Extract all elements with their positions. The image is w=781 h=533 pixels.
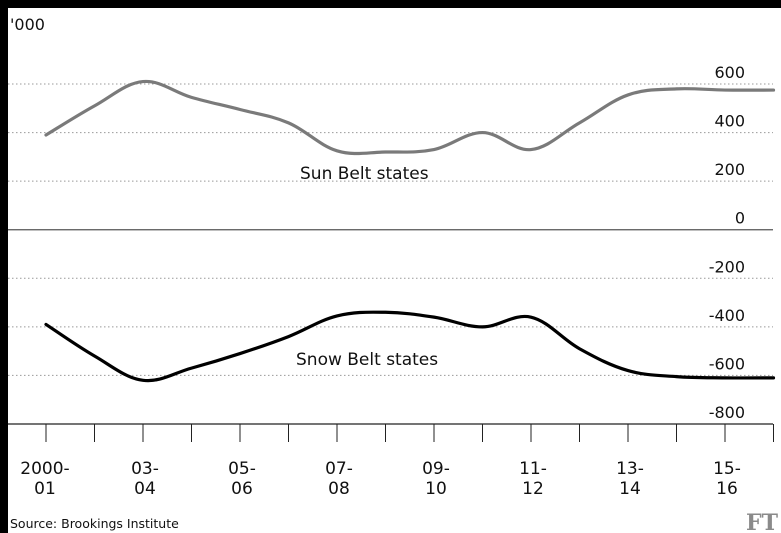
x-tick-label-top: 11- — [519, 459, 547, 479]
source-note: Source: Brookings Institute — [10, 516, 179, 531]
y-tick-label: -600 — [709, 354, 745, 373]
x-tick-label-bottom: 10 — [425, 479, 447, 499]
y-tick-label: 200 — [714, 160, 745, 179]
unit-label: '000 — [10, 15, 45, 34]
x-tick-label-top: 07- — [325, 459, 353, 479]
x-tick-label-bottom: 06 — [231, 479, 253, 499]
x-tick-label-bottom: 16 — [716, 479, 738, 499]
series-label-sun-belt: Sun Belt states — [300, 164, 429, 184]
x-tick-label-top: 13- — [616, 459, 644, 479]
x-tick-label-top: 09- — [422, 459, 450, 479]
x-tick-label-top: 2000- — [20, 459, 69, 479]
x-tick-label-bottom: 04 — [134, 479, 156, 499]
x-tick-label-top: 05- — [228, 459, 256, 479]
y-tick-label: 0 — [735, 209, 745, 228]
ft-logo: FT — [746, 510, 779, 533]
x-tick-label-bottom: 01 — [34, 479, 56, 499]
x-tick-label-bottom: 08 — [328, 479, 350, 499]
y-tick-label: -800 — [709, 403, 745, 422]
line-chart: 600 400 200 0 -200 -400 -600 -800 '000 2000-01 03-… — [8, 15, 779, 533]
x-tick-label-top: 03- — [131, 459, 159, 479]
series-line-snow-belt — [44, 310, 776, 383]
y-tick-label: 400 — [714, 112, 745, 131]
x-tick-label-bottom: 12 — [522, 479, 544, 499]
y-tick-label: -400 — [709, 306, 745, 325]
series-line-sun-belt — [44, 79, 776, 156]
series-label-snow-belt: Snow Belt states — [296, 350, 438, 370]
x-tick-label-bottom: 14 — [619, 479, 641, 499]
chart-panel: 600 400 200 0 -200 -400 -600 -800 '000 2000- 01 03-… — [8, 8, 781, 533]
x-tick-label-top: 15- — [713, 459, 741, 479]
y-tick-label: 600 — [714, 63, 745, 82]
y-tick-label: -200 — [709, 257, 745, 276]
